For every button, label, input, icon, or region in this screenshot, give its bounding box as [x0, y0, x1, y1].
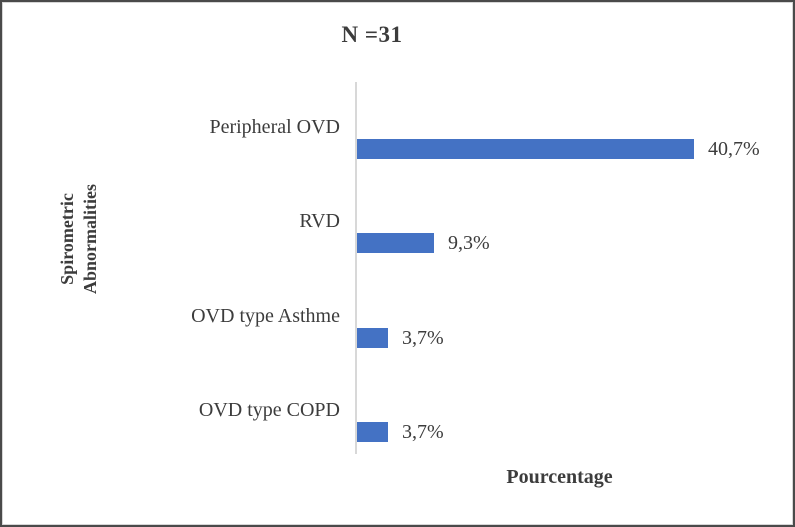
value-label: 40,7% — [708, 138, 760, 160]
category-label: RVD — [299, 210, 340, 233]
chart-title: N =31 — [341, 22, 403, 47]
bar-ovd-type-asthme — [357, 327, 388, 348]
bar-peripheral-ovd — [357, 139, 694, 159]
bar-ovd-type-copd — [357, 421, 388, 442]
value-label: 3,7% — [402, 420, 444, 443]
value-label: 9,3% — [448, 232, 490, 255]
category-label: OVD type Asthme — [191, 304, 340, 327]
x-axis-title: Pourcentage — [506, 466, 613, 488]
category-axis-line — [355, 82, 357, 454]
value-label: 3,7% — [402, 326, 444, 349]
category-label: OVD type COPD — [198, 398, 340, 421]
category-label: Peripheral OVD — [209, 116, 340, 138]
bar-rvd — [357, 233, 434, 254]
